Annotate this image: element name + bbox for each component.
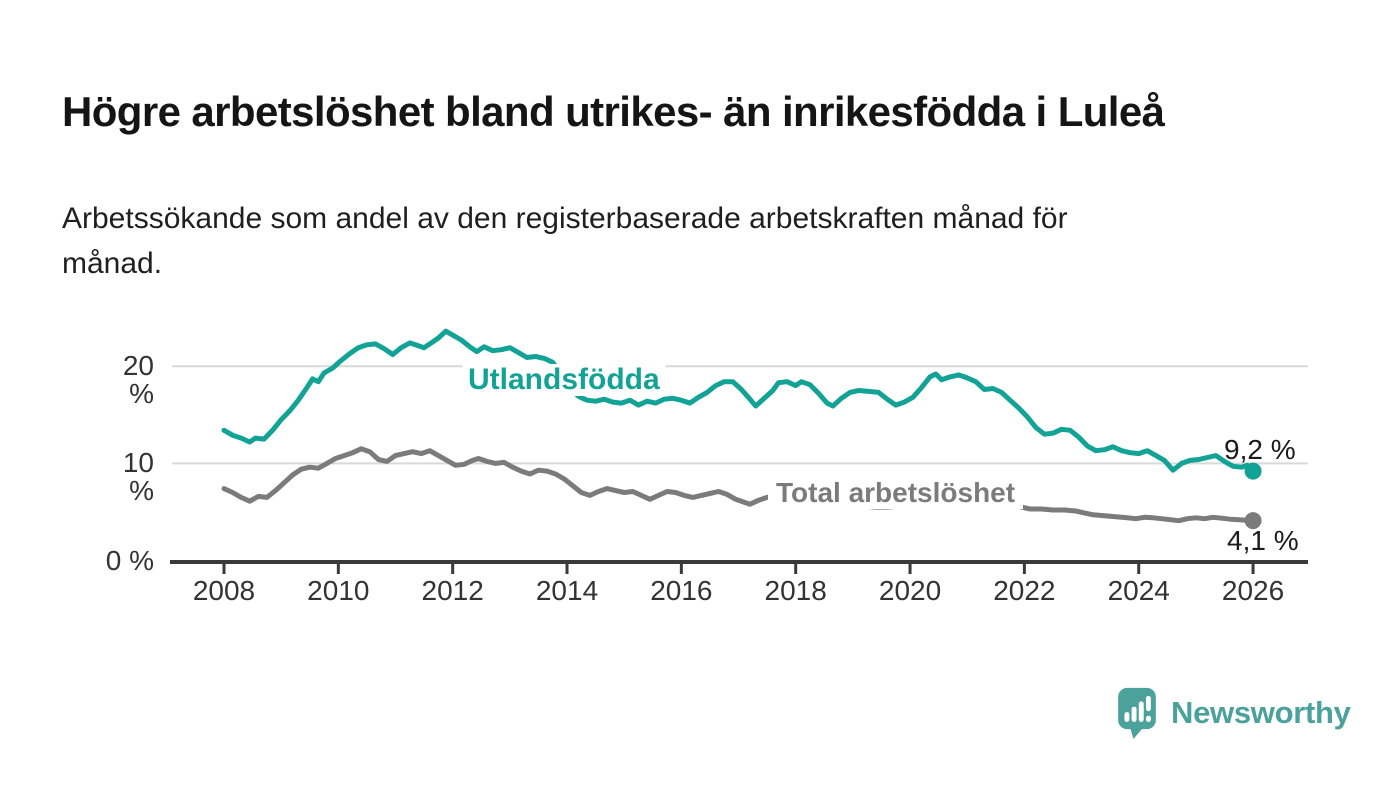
series-line-total <box>221 446 1256 524</box>
y-axis-label: 20 % <box>122 350 154 410</box>
x-axis-label: 2022 <box>993 575 1056 606</box>
end-value-label-utlandsfodda: 9,2 % <box>1224 434 1296 465</box>
x-axis-label: 2014 <box>535 575 599 606</box>
x-axis-label: 2026 <box>1221 575 1285 606</box>
x-axis-label: 2012 <box>421 575 484 606</box>
series-label-total-arbetsloshet: Total arbetslöshet <box>768 477 1024 509</box>
x-axis-label: 2008 <box>192 575 256 606</box>
end-value-label-total: 4,1 % <box>1227 525 1299 556</box>
newsworthy-bubble-chart-icon <box>1118 687 1156 739</box>
newsworthy-logo-text: Newsworthy <box>1171 695 1351 730</box>
newsworthy-logo: Newsworthy <box>1117 687 1351 739</box>
end-dot-utlandsfodda <box>1244 462 1262 480</box>
series-label-utlandsfodda: Utlandsfödda <box>462 364 666 396</box>
chart-title: Högre arbetslöshet bland utrikes- än inr… <box>62 88 1165 136</box>
y-axis-label: 0 % <box>105 544 154 576</box>
end-dot-total <box>1244 512 1262 530</box>
series-line-utlandsfodda <box>221 328 1256 474</box>
x-axis-label: 2018 <box>764 575 827 606</box>
x-axis-label: 2020 <box>878 575 942 606</box>
subtitle-line-1: Arbetssökande som andel av den registerb… <box>62 202 1068 235</box>
subtitle-line-2: månad. <box>62 247 163 280</box>
x-axis-label: 2024 <box>1107 575 1170 606</box>
chart-subtitle: Arbetssökande som andel av den registerb… <box>62 196 1312 286</box>
y-axis-label: 10 % <box>122 447 154 507</box>
x-axis-label: 2010 <box>307 575 370 606</box>
x-axis-label: 2016 <box>650 575 713 606</box>
